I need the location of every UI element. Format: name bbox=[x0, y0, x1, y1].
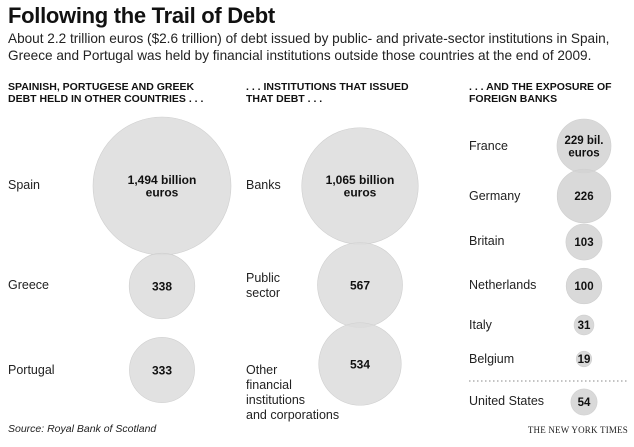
column-3-header-line-1: . . . AND THE EXPOSURE OF bbox=[469, 81, 612, 93]
category-label-france: France bbox=[469, 139, 508, 153]
value-label-greece: 338 bbox=[152, 279, 172, 293]
value-label-other-financial-institutions-and-corporations: 534 bbox=[350, 357, 370, 371]
category-label-other-line-2: financial bbox=[246, 378, 292, 392]
category-label-public-sector-line-1: Public bbox=[246, 271, 281, 285]
category-label-spain: Spain bbox=[8, 178, 40, 192]
column-1-header-line-2: DEBT HELD IN OTHER COUNTRIES . . . bbox=[8, 93, 204, 105]
column-3-header: . . . AND THE EXPOSURE OF FOREIGN BANKS bbox=[469, 81, 612, 105]
value-label-france-line-1: 229 bil. bbox=[565, 135, 604, 147]
bubble-portugal bbox=[129, 337, 195, 403]
value-label-public-sector: 567 bbox=[350, 278, 370, 292]
column-2-header: . . . INSTITUTIONS THAT ISSUED THAT DEBT… bbox=[246, 81, 409, 105]
category-label-netherlands: Netherlands bbox=[469, 278, 537, 292]
column-3-header-line-2: FOREIGN BANKS bbox=[469, 93, 558, 105]
category-label-public-sector: Public sector bbox=[246, 271, 280, 301]
category-label-belgium: Belgium bbox=[469, 352, 515, 366]
value-label-united-states: 54 bbox=[578, 397, 591, 409]
column-1-header-line-1: SPAINISH, PORTUGESE AND GREEK bbox=[8, 81, 195, 93]
value-label-portugal: 333 bbox=[152, 363, 172, 377]
category-label-greece: Greece bbox=[8, 278, 49, 292]
bubble-united-states bbox=[570, 388, 598, 416]
value-label-germany: 226 bbox=[574, 191, 593, 203]
category-label-portugal: Portugal bbox=[8, 363, 55, 377]
value-label-belgium: 19 bbox=[578, 354, 591, 366]
category-label-italy: Italy bbox=[469, 318, 492, 332]
column-3-bubbles: 229 bil.euros 226 103 100 31 19 54 bbox=[556, 118, 612, 416]
column-2-header-line-1: . . . INSTITUTIONS THAT ISSUED bbox=[246, 81, 409, 93]
value-label-britain: 103 bbox=[574, 237, 593, 249]
source-note: Source: Royal Bank of Scotland bbox=[8, 423, 157, 435]
bubble-britain bbox=[565, 223, 603, 261]
category-label-germany: Germany bbox=[469, 189, 521, 203]
category-label-britain: Britain bbox=[469, 234, 505, 248]
value-label-spain-line-2: euros bbox=[146, 186, 179, 200]
category-label-united-states: United States bbox=[469, 394, 545, 408]
column-1-header: SPAINISH, PORTUGESE AND GREEK DEBT HELD … bbox=[8, 81, 203, 105]
bubble-germany bbox=[556, 168, 612, 224]
value-label-banks-line-2: euros bbox=[344, 186, 377, 200]
column-2-header-line-2: THAT DEBT . . . bbox=[246, 93, 323, 105]
bubble-netherlands bbox=[565, 267, 603, 305]
bubble-greece bbox=[128, 252, 196, 320]
value-label-banks-line-1: 1,065 billion bbox=[326, 173, 395, 187]
category-label-other-financial: Other financial institutions and corpora… bbox=[246, 363, 339, 423]
credit: THE NEW YORK TIMES bbox=[527, 425, 628, 435]
bubble-belgium bbox=[575, 350, 593, 368]
value-label-netherlands: 100 bbox=[574, 281, 593, 293]
chart-title: Following the Trail of Debt bbox=[8, 3, 275, 28]
value-label-italy: 31 bbox=[578, 320, 591, 332]
bubble-other-financial-institutions-and-corporations bbox=[318, 322, 402, 406]
category-label-banks: Banks bbox=[246, 178, 281, 192]
category-label-other-line-4: and corporations bbox=[246, 408, 340, 422]
value-label-spain-line-1: 1,494 billion bbox=[128, 173, 197, 187]
category-label-other-line-1: Other bbox=[246, 363, 278, 377]
category-label-other-line-3: institutions bbox=[246, 393, 306, 407]
category-label-public-sector-line-2: sector bbox=[246, 286, 281, 300]
bubble-italy bbox=[573, 314, 595, 336]
value-label-france-line-2: euros bbox=[568, 147, 599, 159]
chart-subtitle: About 2.2 trillion euros ($2.6 trillion)… bbox=[8, 31, 610, 63]
